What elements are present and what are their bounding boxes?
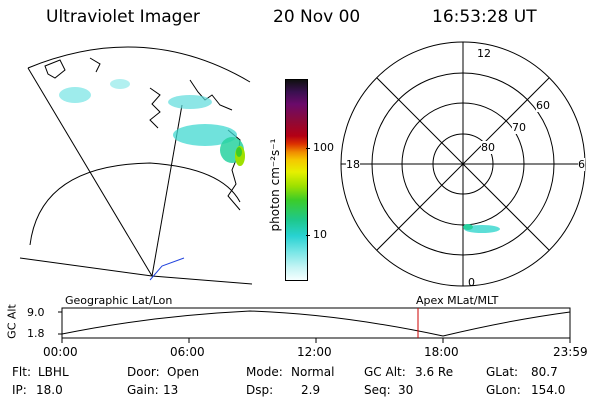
orbit-altitude-curve <box>61 310 571 337</box>
colorbar-unit-label: photon cm⁻²s⁻¹ <box>268 138 282 232</box>
meridian-line <box>19 257 153 277</box>
observation-time: 16:53:28 UT <box>432 7 537 27</box>
glon-label: GLon: <box>486 383 521 397</box>
colorbar-tick-100: 100 <box>313 141 334 154</box>
filter-value: LBHL <box>38 365 69 379</box>
timeline-y-max: 9.0 <box>27 306 45 319</box>
x-tick-1200: 12:00 <box>297 345 332 359</box>
mlt-label-12: 12 <box>477 47 491 60</box>
gc-alt-label: GC Alt: <box>364 365 406 379</box>
seq-value: 30 <box>398 383 414 397</box>
coastline <box>227 129 241 211</box>
geographic-image-panel <box>19 46 253 285</box>
instrument-title: Ultraviolet Imager <box>46 7 200 27</box>
auroral-emission <box>59 79 245 166</box>
door-label: Door: <box>127 365 160 379</box>
mode-value: Normal <box>291 365 335 379</box>
mlt-diagonal <box>376 77 550 251</box>
glon-value: 154.0 <box>531 383 566 397</box>
filter-label: Flt: <box>12 365 31 379</box>
orbit-altitude-timeline <box>58 307 571 343</box>
glat-label: GLat: <box>486 365 519 379</box>
latitude-circle <box>29 162 241 246</box>
door-value: Open <box>167 365 200 379</box>
coastline <box>89 57 101 73</box>
mlt-label-6: 6 <box>578 158 585 171</box>
timeline-right-title: Apex MLat/MLT <box>416 294 499 307</box>
ip-value: 18.0 <box>36 383 63 397</box>
gain-label: Gain: <box>127 383 159 397</box>
mlt-label-0: 0 <box>468 276 475 289</box>
x-tick-1800: 18:00 <box>424 345 459 359</box>
lat-label-70: 70 <box>512 121 526 134</box>
x-ticks <box>61 338 571 343</box>
timeline-left-title: Geographic Lat/Lon <box>65 294 173 307</box>
coastline <box>189 79 233 111</box>
coastline <box>44 59 66 79</box>
observation-date: 20 Nov 00 <box>273 7 361 27</box>
map-boundary-arc <box>27 46 251 83</box>
lat-label-80: 80 <box>481 141 495 154</box>
intensity-colorbar <box>285 79 308 281</box>
dsp-value: 2.9 <box>301 383 321 397</box>
x-tick-0600: 06:00 <box>170 345 205 359</box>
colorbar-tick-mark <box>306 235 310 236</box>
glat-value: 80.7 <box>531 365 558 379</box>
mlt-label-18: 18 <box>346 158 360 171</box>
dsp-label: Dsp: <box>246 383 274 397</box>
meridian-line <box>27 67 153 277</box>
colorbar-tick-mark <box>306 148 310 149</box>
timeline-frame <box>61 307 571 339</box>
timeline-y-min: 1.8 <box>27 327 45 340</box>
mode-label: Mode: <box>246 365 283 379</box>
meridian-line <box>151 275 253 285</box>
seq-label: Seq: <box>364 383 391 397</box>
gc-alt-value: 3.6 Re <box>415 365 454 379</box>
coastline <box>149 87 161 129</box>
gain-value: 13 <box>163 383 179 397</box>
ip-label: IP: <box>12 383 27 397</box>
lat-label-60: 60 <box>536 99 550 112</box>
colorbar-tick-10: 10 <box>313 228 327 241</box>
polar-mlt-plot <box>340 41 586 287</box>
dawn-terminator-line <box>149 257 185 281</box>
timeline-y-axis-title: GC Alt <box>5 304 19 339</box>
x-tick-2359: 23:59 <box>553 345 588 359</box>
auroral-emission-polar <box>463 224 500 233</box>
x-tick-0000: 00:00 <box>43 345 78 359</box>
